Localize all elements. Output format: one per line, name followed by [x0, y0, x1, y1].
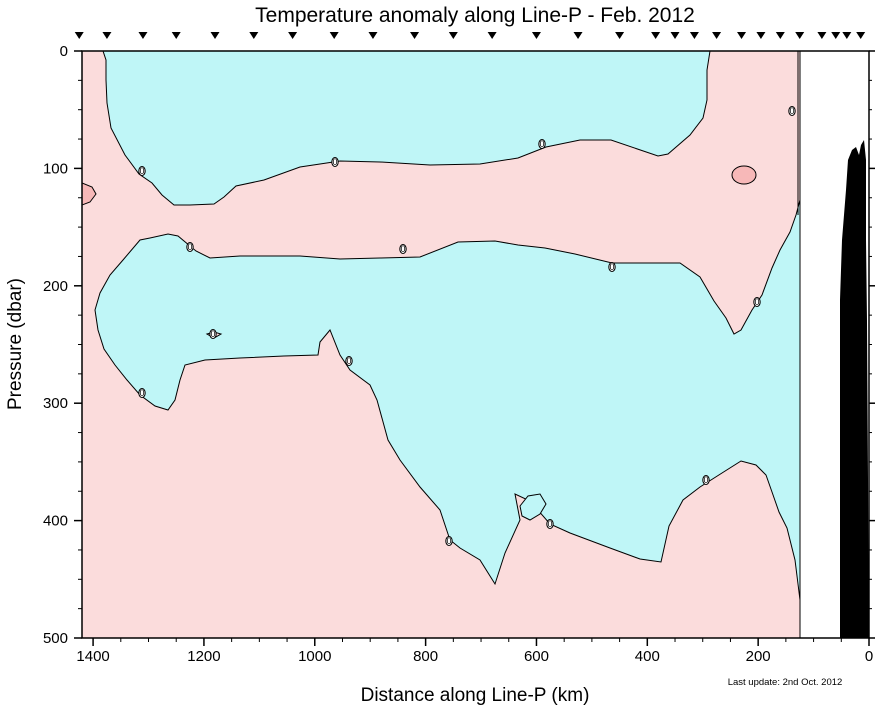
station-markers [74, 32, 866, 39]
station-marker [775, 32, 785, 39]
station-marker [795, 32, 805, 39]
station-marker [817, 32, 827, 39]
x-tick-label: 1200 [187, 648, 220, 665]
station-marker [329, 32, 339, 39]
y-tick-label: 100 [43, 160, 68, 177]
y-tick-label: 200 [43, 278, 68, 295]
station-marker [171, 32, 181, 39]
contour-label-text: 0 [446, 536, 451, 546]
station-marker [831, 32, 841, 39]
contour-label-text: 0 [346, 356, 351, 366]
x-tick-label: 200 [746, 648, 771, 665]
y-axis-label: Pressure (dbar) [5, 278, 26, 410]
contour-label: 0 [546, 519, 554, 529]
station-marker [856, 32, 866, 39]
contour-label: 0 [538, 139, 546, 149]
y-tick-label: 0 [60, 43, 68, 60]
station-marker [737, 32, 747, 39]
contour-label: 0 [138, 388, 146, 398]
warm-patch-near-200km [731, 165, 757, 185]
station-marker [288, 32, 298, 39]
station-marker [842, 32, 852, 39]
negative-anomaly-main-region [94, 199, 801, 601]
last-update-note: Last update: 2nd Oct. 2012 [728, 677, 843, 688]
station-marker [651, 32, 661, 39]
contour-label-text: 0 [789, 106, 794, 116]
cold-tail-near-650km [519, 493, 547, 521]
bathymetry-shelf [840, 140, 869, 638]
station-marker [74, 32, 84, 39]
station-marker [410, 32, 420, 39]
contour-label: 0 [138, 166, 146, 176]
station-marker [756, 32, 766, 39]
station-marker [670, 32, 680, 39]
contour-labels: 0 0 0 0 0 0 0 0 0 0 0 0 0 0 [138, 106, 796, 546]
x-axis: 1400 1200 1000 800 600 400 200 0 [76, 638, 873, 665]
contour-label: 0 [209, 329, 217, 339]
station-marker [712, 32, 722, 39]
plot-area: 0 0 0 0 0 0 0 0 0 0 0 0 0 0 [82, 51, 869, 638]
contour-label-text: 0 [754, 297, 759, 307]
station-marker [249, 32, 259, 39]
chart-title: Temperature anomaly along Line-P - Feb. … [255, 4, 695, 27]
contour-label-text: 0 [332, 157, 337, 167]
negative-anomaly-upper-region [102, 51, 711, 206]
station-marker [102, 32, 112, 39]
contour-label: 0 [345, 356, 353, 366]
contour-label-text: 0 [400, 244, 405, 254]
x-tick-label: 800 [413, 648, 438, 665]
contour-label-text: 0 [539, 139, 544, 149]
contour-label-text: 0 [139, 166, 144, 176]
x-tick-label: 600 [524, 648, 549, 665]
y-tick-label: 400 [43, 513, 68, 530]
station-marker [487, 32, 497, 39]
contour-label: 0 [445, 536, 453, 546]
contour-label: 0 [608, 262, 616, 272]
contour-label: 0 [331, 157, 339, 167]
contour-label: 0 [788, 106, 796, 116]
station-marker [531, 32, 541, 39]
contour-label: 0 [702, 475, 710, 485]
station-marker [615, 32, 625, 39]
x-tick-label: 1400 [76, 648, 109, 665]
x-tick-label: 400 [635, 648, 660, 665]
station-marker [138, 32, 148, 39]
contour-label: 0 [399, 244, 407, 254]
contour-label-text: 0 [210, 329, 215, 339]
x-tick-label: 1000 [298, 648, 331, 665]
contour-label-text: 0 [703, 475, 708, 485]
contour-label: 0 [186, 242, 194, 252]
contour-label-text: 0 [187, 242, 192, 252]
contour-label-text: 0 [609, 262, 614, 272]
station-marker [448, 32, 458, 39]
x-axis-label: Distance along Line-P (km) [361, 685, 590, 706]
warm-patch-left-edge [82, 182, 97, 206]
y-tick-label: 500 [43, 630, 68, 647]
station-marker [368, 32, 378, 39]
x-tick-label: 0 [865, 648, 873, 665]
contour-label-text: 0 [547, 519, 552, 529]
station-marker [210, 32, 220, 39]
y-axis: 0 100 200 300 400 500 [43, 43, 875, 647]
station-marker [573, 32, 583, 39]
station-marker [689, 32, 699, 39]
contour-label-text: 0 [139, 388, 144, 398]
contour-label: 0 [753, 297, 761, 307]
y-tick-label: 300 [43, 395, 68, 412]
